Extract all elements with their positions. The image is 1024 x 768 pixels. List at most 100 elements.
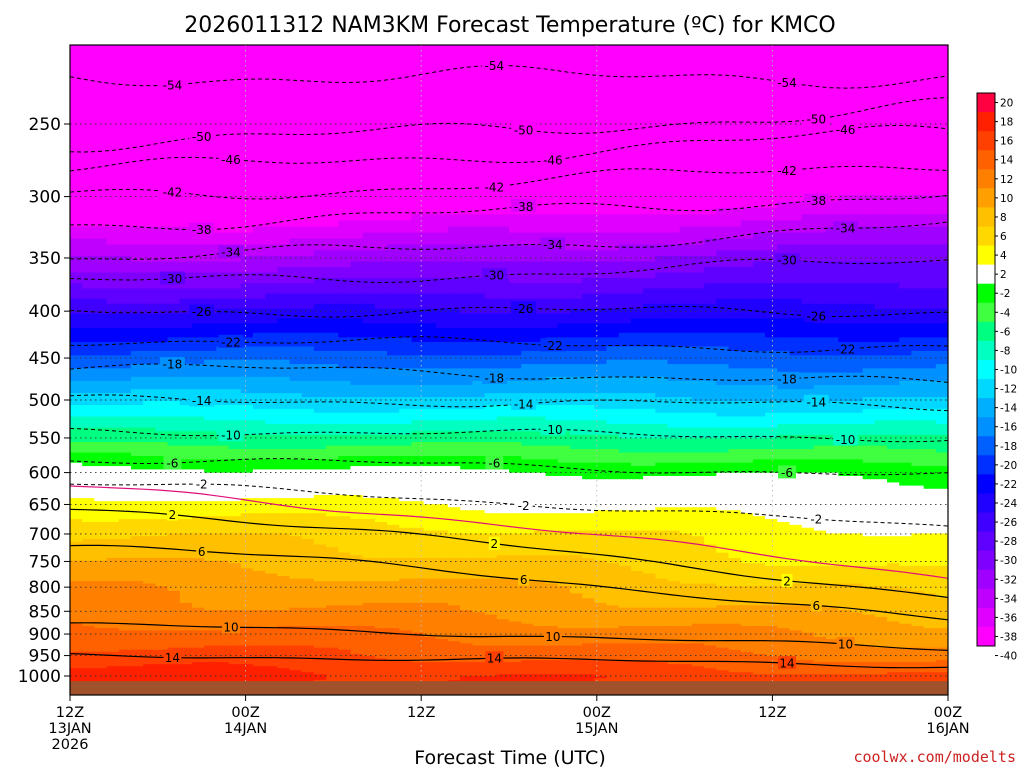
field-cell: [399, 337, 413, 343]
field-cell: [765, 372, 778, 378]
field-cell: [313, 220, 327, 228]
field-cell: [752, 337, 766, 343]
field-cell: [106, 261, 120, 268]
field-cell: [143, 98, 156, 108]
field-cell: [606, 397, 620, 402]
field-cell: [777, 90, 791, 100]
field-cell: [435, 385, 449, 390]
field-cell: [448, 308, 461, 315]
field-cell: [106, 408, 120, 414]
field-cell: [143, 188, 156, 196]
field-cell: [704, 272, 717, 279]
field-cell: [606, 255, 620, 263]
field-cell: [655, 420, 669, 425]
field-cell: [850, 25, 863, 36]
field-cell: [545, 350, 559, 356]
field-cell: [789, 188, 803, 196]
field-cell: [191, 323, 205, 329]
field-cell: [167, 427, 181, 432]
field-cell: [533, 81, 547, 91]
field-cell: [387, 90, 400, 100]
field-cell: [630, 293, 644, 300]
field-cell: [252, 167, 266, 176]
field-cell: [143, 174, 156, 183]
field-cell: [130, 122, 144, 132]
field-cell: [813, 408, 827, 414]
field-cell: [106, 277, 120, 284]
field-cell: [326, 328, 339, 334]
field-cell: [70, 238, 83, 246]
field-cell: [265, 194, 278, 203]
field-cell: [252, 380, 266, 386]
field-cell: [838, 45, 852, 46]
field-cell: [216, 380, 230, 386]
field-cell: [667, 346, 681, 352]
field-cell: [326, 207, 339, 215]
field-cell: [545, 181, 559, 189]
field-cell: [801, 207, 815, 215]
field-cell: [679, 401, 693, 406]
field-cell: [289, 115, 303, 124]
field-cell: [569, 255, 583, 263]
field-cell: [277, 153, 291, 162]
field-cell: [387, 408, 400, 414]
field-cell: [130, 355, 144, 361]
field-cell: [240, 350, 254, 356]
field-cell: [509, 318, 522, 324]
field-cell: [521, 250, 534, 257]
field-cell: [435, 122, 449, 132]
field-cell: [557, 145, 571, 154]
field-cell: [521, 372, 534, 378]
field-cell: [667, 81, 681, 91]
field-cell: [228, 318, 242, 324]
field-cell: [252, 318, 266, 324]
field-cell: [228, 372, 242, 378]
field-cell: [265, 255, 278, 263]
field-cell: [448, 318, 461, 324]
field-cell: [740, 277, 754, 284]
field-cell: [667, 298, 681, 305]
field-cell: [826, 404, 839, 410]
field-cell: [362, 293, 376, 300]
field-cell: [569, 250, 583, 257]
field-cell: [167, 145, 181, 154]
field-cell: [594, 272, 608, 279]
field-cell: [435, 174, 449, 183]
field-cell: [326, 318, 339, 324]
field-cell: [667, 232, 681, 240]
field-cell: [387, 393, 400, 398]
field-cell: [179, 318, 193, 324]
field-cell: [606, 45, 620, 55]
field-cell: [301, 63, 315, 74]
field-cell: [728, 385, 742, 390]
field-cell: [850, 207, 864, 215]
field-cell: [179, 293, 193, 300]
field-cell: [240, 167, 254, 176]
field-cell: [789, 283, 803, 290]
field-cell: [130, 45, 144, 55]
field-cell: [240, 385, 254, 390]
field-cell: [545, 313, 559, 320]
field-cell: [484, 423, 498, 429]
field-cell: [387, 250, 400, 257]
field-cell: [423, 181, 437, 189]
field-cell: [338, 350, 352, 356]
field-cell: [740, 63, 754, 74]
field-cell: [326, 298, 339, 305]
field-cell: [167, 389, 181, 394]
field-cell: [387, 389, 400, 394]
field-cell: [655, 220, 669, 228]
field-cell: [740, 160, 754, 169]
field-cell: [387, 341, 400, 348]
field-cell: [813, 45, 827, 55]
field-cell: [118, 337, 132, 343]
field-cell: [911, 115, 925, 124]
field-cell: [70, 298, 83, 305]
field-cell: [545, 389, 559, 394]
field-cell: [240, 277, 254, 284]
field-cell: [411, 283, 425, 290]
field-cell: [704, 412, 717, 418]
field-cell: [923, 368, 937, 374]
field-cell: [448, 115, 461, 124]
field-cell: [679, 201, 693, 209]
